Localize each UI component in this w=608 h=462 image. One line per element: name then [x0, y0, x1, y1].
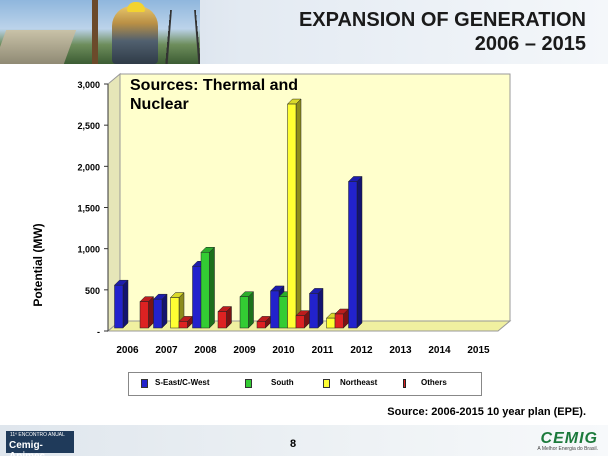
y-tick-label: - — [97, 327, 100, 337]
utility-pole-image — [92, 0, 98, 64]
chart-legend: S-East/C-West South Northeast Others — [128, 372, 482, 396]
bar — [348, 181, 358, 329]
bar — [256, 321, 266, 329]
legend-label-seast: S-East/C-West — [155, 378, 210, 387]
footer-band — [0, 425, 608, 456]
bar-side — [148, 296, 154, 329]
bar — [114, 284, 124, 329]
x-tick-label: 2007 — [155, 345, 178, 356]
bar-chart: - 500 1,000 1,500 2,000 2,500 3,000 2006 2007 200… — [77, 72, 512, 356]
slide-title: EXPANSION OF GENERATION 2006 – 2015 — [299, 8, 586, 56]
company-logo-text: CEMIG — [540, 430, 598, 447]
y-tick-label: 2,000 — [77, 162, 100, 172]
company-logo: CEMIG A Melhor Energia do Brasil. — [537, 430, 598, 452]
helmet-image — [127, 2, 145, 12]
event-logo-name: Cemig-Apimec — [9, 440, 46, 462]
legend-swatch-south — [245, 379, 252, 388]
x-tick-label: 2012 — [350, 345, 373, 356]
bar — [170, 297, 180, 329]
x-tick-label: 2015 — [467, 345, 490, 356]
bar-side — [161, 293, 168, 329]
legend-swatch-northeast — [323, 379, 330, 388]
event-logo: 11º ENCONTRO ANUAL Cemig-Apimec — [6, 431, 74, 462]
y-tick-label: 3,000 — [77, 80, 100, 90]
slide-title-line1: EXPANSION OF GENERATION — [298, 9, 586, 31]
bar-side — [295, 98, 302, 329]
bar — [153, 298, 163, 329]
lineworker-image — [112, 6, 158, 64]
x-tick-label: 2011 — [312, 345, 334, 356]
x-tick-label: 2006 — [116, 345, 139, 356]
y-axis-label: Potential (MW) — [31, 223, 45, 307]
bar — [178, 321, 188, 329]
legend-label-others: Others — [421, 378, 447, 387]
x-tick-label: 2009 — [233, 345, 256, 356]
bar — [287, 103, 297, 329]
slide-title-line2: 2006 – 2015 — [474, 33, 586, 55]
x-tick-label: 2014 — [428, 345, 451, 356]
bar — [326, 317, 336, 329]
bar-side — [356, 175, 363, 329]
legend-swatch-seast — [141, 379, 148, 388]
y-tick-label: 1,500 — [77, 204, 100, 214]
bar — [239, 296, 249, 329]
source-note: Source: 2006-2015 10 year plan (EPE). — [387, 406, 586, 418]
bar — [192, 266, 202, 329]
bar — [217, 311, 227, 329]
y-tick-label: 500 — [85, 286, 100, 296]
x-tick-label: 2008 — [194, 345, 217, 356]
bar-side — [209, 246, 215, 329]
bar — [278, 296, 288, 329]
bar — [139, 301, 149, 329]
bar — [270, 290, 280, 329]
y-tick-label: 2,500 — [77, 121, 100, 131]
bar-side — [317, 287, 324, 329]
event-logo-small-text: 11º ENCONTRO ANUAL — [10, 432, 65, 438]
legend-label-northeast: Northeast — [340, 378, 378, 387]
y-tick-label: 1,000 — [77, 245, 100, 255]
chart-title: Sources: Thermal and Nuclear — [130, 77, 299, 113]
bar-side — [248, 291, 254, 329]
bar — [295, 315, 305, 329]
legend-label-south: South — [271, 378, 294, 387]
company-tagline: A Melhor Energia do Brasil. — [537, 446, 598, 452]
bar — [309, 293, 319, 329]
bar — [200, 252, 210, 329]
x-tick-label: 2013 — [389, 345, 412, 356]
page-number: 8 — [290, 438, 297, 450]
legend-swatch-others — [403, 379, 406, 388]
bar — [334, 313, 344, 329]
header-photo-collage — [0, 0, 200, 64]
x-tick-label: 2010 — [272, 345, 295, 356]
bar-side — [122, 279, 129, 329]
